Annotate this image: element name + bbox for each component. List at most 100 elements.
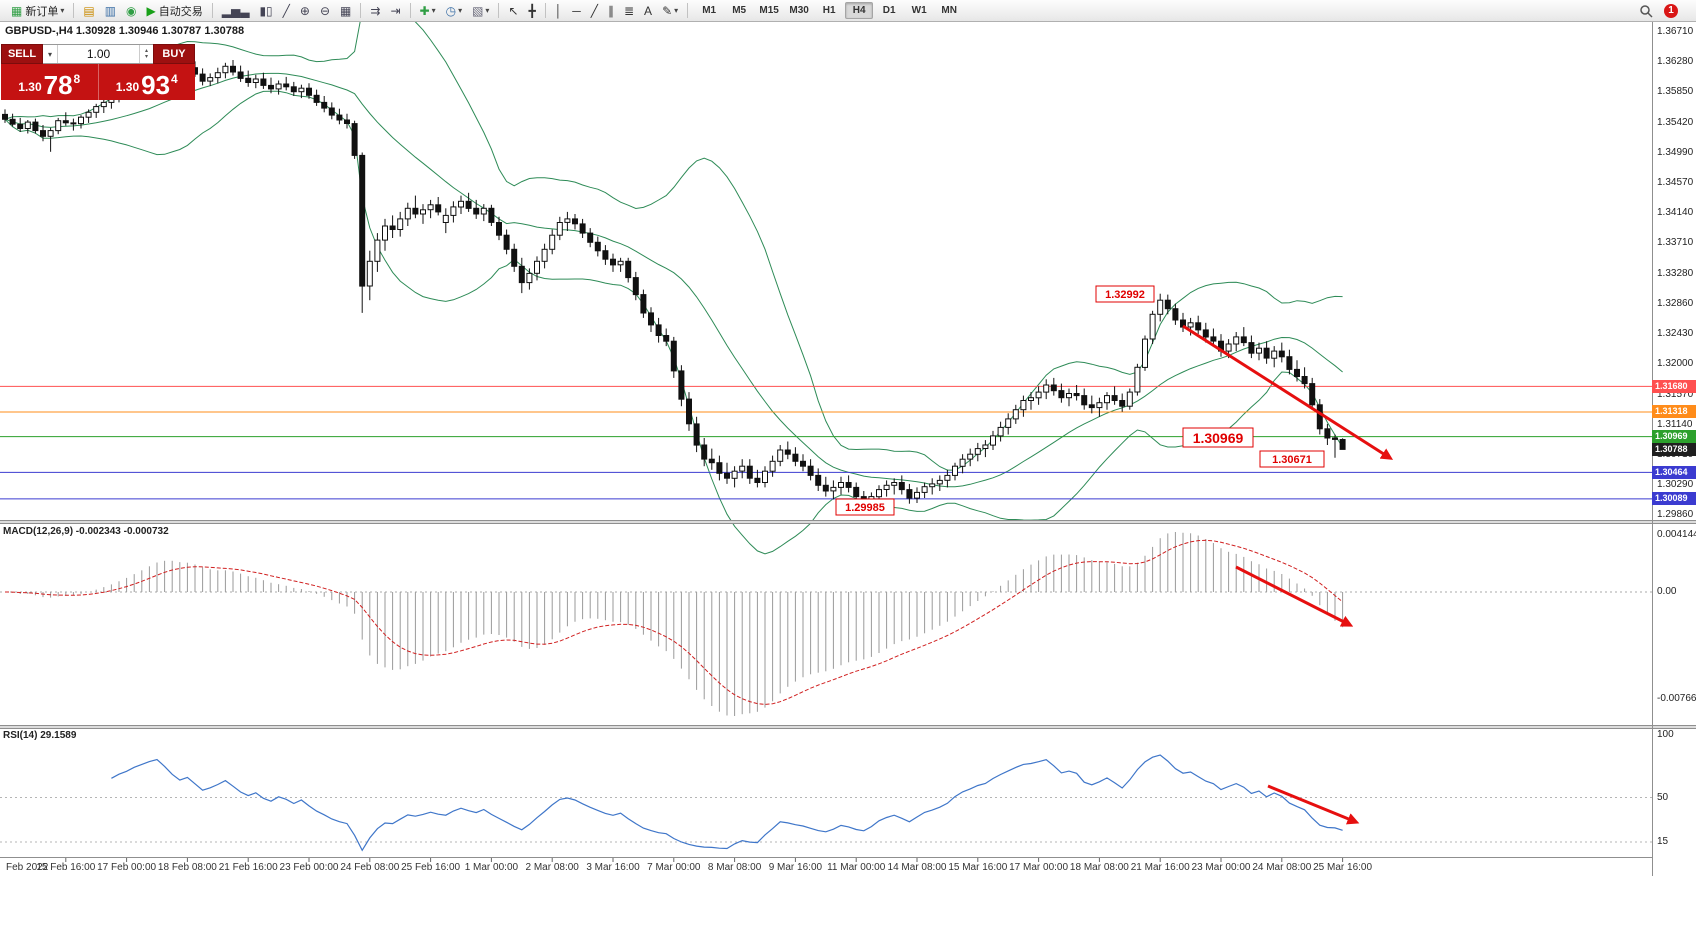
- new-order-button-label: 新订单: [25, 5, 59, 18]
- text-icon[interactable]: A: [640, 0, 656, 22]
- trend-arrow[interactable]: [1182, 324, 1394, 460]
- price-annotation[interactable]: 1.30969: [1182, 427, 1254, 448]
- toolbar-groups: ▦ 新订单 ▾ ▤ ▥ ◉ ▶ 自动交易 ▂▅▃ ▮▯ ╱ ⊕ ⊖ ▦ ⇉ ⇥ ✚ ▾ ◷ ▾ ▧ ▾ ↖ ╋ │ ─ ╱ ∥ ≣ A ✎ ▾: [6, 0, 692, 22]
- panel-splitter[interactable]: [0, 520, 1696, 524]
- timeframe-m15-button[interactable]: M15: [759, 5, 779, 16]
- toolbar-separator: [687, 3, 689, 18]
- shapes-icon: ✎: [662, 3, 673, 18]
- auto-scroll-icon: ⇉: [370, 3, 381, 18]
- rsi-label: RSI(14) 29.1589: [3, 730, 77, 741]
- price-axis-border: [1652, 22, 1653, 876]
- timeframe-h4-button[interactable]: H4: [845, 2, 874, 19]
- volume-field[interactable]: ▾ 1.00 ▴ ▾: [43, 44, 153, 64]
- toolbar-separator: [211, 3, 213, 18]
- price-annotation[interactable]: 1.30671: [1259, 450, 1325, 468]
- price-annotation[interactable]: 1.32992: [1095, 285, 1155, 303]
- fibonacci-icon[interactable]: ≣: [620, 0, 638, 22]
- toolbar-separator: [73, 3, 75, 18]
- cursor-icon: ↖: [508, 3, 519, 18]
- timeframe-buttons: M1 M5 M15 M30 H1 H4 D1 W1 MN: [694, 2, 964, 19]
- svg-text:1.32992: 1.32992: [1105, 289, 1145, 301]
- indicators-icon: ✚: [419, 3, 430, 18]
- timeframe-h1-button[interactable]: H1: [822, 5, 836, 16]
- navigator-icon[interactable]: ◉: [122, 0, 140, 22]
- sell-price[interactable]: 1.30 78 8: [1, 64, 98, 100]
- autotrading-icon: ▶: [146, 3, 156, 18]
- autotrading-button[interactable]: ▶ 自动交易: [143, 0, 207, 22]
- bollinger-band-line: [4, 90, 1344, 555]
- notification-badge[interactable]: 1: [1664, 4, 1678, 18]
- data-window-icon[interactable]: ▥: [101, 0, 120, 22]
- chart-bars-icon[interactable]: ▂▅▃: [218, 0, 254, 22]
- tile-windows-icon[interactable]: ▦: [336, 0, 355, 22]
- periods-icon: ◷: [445, 3, 457, 18]
- new-order-icon: ▦: [11, 3, 23, 18]
- trade-panel-prices: 1.30 78 8 1.30 93 4: [1, 64, 195, 100]
- tile-windows-icon: ▦: [340, 3, 352, 18]
- new-order-button[interactable]: ▦ 新订单 ▾: [7, 0, 68, 22]
- volume-stepper[interactable]: ▴ ▾: [139, 45, 153, 63]
- chart-ohlc-header: GBPUSD-,H4 1.30928 1.30946 1.30787 1.307…: [5, 25, 245, 37]
- one-click-trading-panel: SELL ▾ 1.00 ▴ ▾ BUY 1.30 78 8 1.30 93 4: [1, 44, 195, 100]
- timeframe-mn-button[interactable]: MN: [941, 5, 957, 16]
- chart-candles-icon[interactable]: ▮▯: [255, 0, 276, 22]
- market-watch-icon[interactable]: ▤: [79, 0, 98, 22]
- rsi-line: [111, 754, 1343, 852]
- bollinger-band-line: [4, 72, 1343, 488]
- text-icon: A: [644, 3, 653, 18]
- zoom-in-icon: ⊕: [299, 3, 310, 18]
- macd-signal-line: [4, 539, 1343, 705]
- auto-scroll-icon[interactable]: ⇉: [366, 0, 384, 22]
- buy-price[interactable]: 1.30 93 4: [97, 64, 196, 100]
- buy-button[interactable]: BUY: [153, 44, 195, 64]
- periods-icon[interactable]: ◷ ▾: [442, 0, 467, 22]
- dropdown-caret-icon: ▾: [458, 6, 463, 15]
- timeframe-m1-button[interactable]: M1: [702, 5, 717, 16]
- svg-text:1.29985: 1.29985: [845, 502, 885, 514]
- search-icon[interactable]: [1635, 0, 1657, 22]
- indicators-icon[interactable]: ✚ ▾: [416, 0, 440, 22]
- chart-shift-icon[interactable]: ⇥: [386, 0, 404, 22]
- volume-dropdown-icon[interactable]: ▾: [43, 45, 58, 63]
- shapes-icon[interactable]: ✎ ▾: [658, 0, 682, 22]
- timeframe-w1-button[interactable]: W1: [911, 5, 927, 16]
- zoom-out-icon: ⊖: [319, 3, 331, 18]
- timeframe-d1-button[interactable]: D1: [882, 5, 896, 16]
- horizontal-line-icon[interactable]: ─: [568, 0, 585, 22]
- sell-price-sup: 8: [73, 72, 81, 86]
- templates-icon[interactable]: ▧ ▾: [468, 0, 493, 22]
- price-annotation[interactable]: 1.29985: [835, 498, 895, 516]
- buy-price-sup: 4: [171, 72, 178, 86]
- timeframe-m30-button[interactable]: M30: [789, 5, 809, 16]
- sell-price-big: 78: [43, 70, 73, 100]
- toolbar: ▦ 新订单 ▾ ▤ ▥ ◉ ▶ 自动交易 ▂▅▃ ▮▯ ╱ ⊕ ⊖ ▦ ⇉ ⇥ ✚ ▾ ◷ ▾ ▧ ▾ ↖ ╋ │ ─ ╱ ∥ ≣ A ✎ ▾…: [0, 0, 1696, 22]
- toolbar-separator: [498, 3, 500, 18]
- data-window-icon: ▥: [104, 3, 117, 18]
- trendline-icon[interactable]: ╱: [587, 0, 602, 22]
- sell-button[interactable]: SELL: [1, 44, 43, 64]
- market-watch-icon: ▤: [83, 3, 95, 18]
- channel-icon[interactable]: ∥: [604, 0, 618, 22]
- stepper-up-icon[interactable]: ▴: [144, 48, 148, 54]
- horizontal-line-icon: ─: [572, 3, 581, 18]
- cursor-icon[interactable]: ↖: [504, 0, 522, 22]
- toolbar-separator: [360, 3, 362, 18]
- vertical-line-icon[interactable]: │: [551, 0, 567, 22]
- zoom-out-icon[interactable]: ⊖: [316, 0, 334, 22]
- vertical-line-icon: │: [554, 3, 563, 18]
- stepper-down-icon[interactable]: ▾: [144, 54, 148, 60]
- chart-line-icon[interactable]: ╱: [279, 0, 294, 22]
- trade-panel-top-row: SELL ▾ 1.00 ▴ ▾ BUY: [1, 44, 195, 64]
- dropdown-caret-icon: ▾: [60, 6, 65, 15]
- toolbar-separator: [409, 3, 411, 18]
- trend-arrow[interactable]: [1267, 784, 1360, 825]
- dropdown-caret-icon: ▾: [431, 6, 436, 15]
- zoom-in-icon[interactable]: ⊕: [296, 0, 314, 22]
- timeframe-m5-button[interactable]: M5: [732, 5, 747, 16]
- channel-icon: ∥: [607, 3, 614, 18]
- panel-splitter[interactable]: [0, 725, 1696, 729]
- trend-arrow[interactable]: [1235, 565, 1354, 627]
- crosshair-icon[interactable]: ╋: [525, 0, 540, 22]
- fibonacci-icon: ≣: [623, 3, 635, 18]
